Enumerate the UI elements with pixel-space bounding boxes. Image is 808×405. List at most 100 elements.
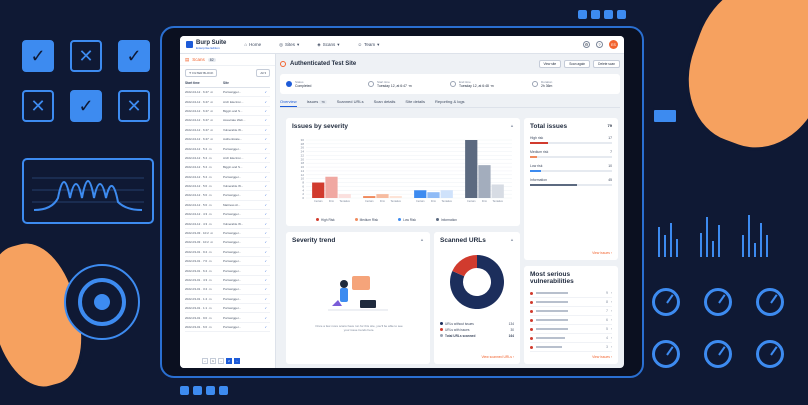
vulnerability-name-redacted	[536, 310, 569, 312]
vulns-title-line1: Most serious	[530, 271, 571, 278]
table-row[interactable]: 2022-03-01 · 6:4 ·m Portswigger... ✓	[185, 266, 270, 276]
table-row[interactable]: 2022-03-01 · 4:3 ·m Portswigger... ✓	[185, 276, 270, 286]
table-row[interactable]: 2022-04-12 · 6:47 ·m Authenticate... ✓	[185, 135, 270, 145]
filter-button[interactable]: ⏷ FILTER BLOCK	[185, 69, 218, 77]
bar	[427, 192, 440, 198]
legend-medium: Medium Risk	[359, 218, 379, 222]
nav-home[interactable]: ⌂ Home	[244, 42, 261, 47]
table-row[interactable]: 2022-03-03 · 10:2 ·m Portswigger... ✓	[185, 238, 270, 248]
view-site-button[interactable]: View site	[538, 60, 562, 68]
table-row[interactable]: 2022-03-01 · 9:0 ·m Portswigger... ✓	[185, 313, 270, 323]
vulnerability-row[interactable]: 5 ›	[530, 325, 612, 334]
tab-scanned-urls[interactable]: Scanned URLs	[336, 99, 364, 104]
table-row[interactable]: 2022-03-01 · 1:4 ·m Portswigger... ✓	[185, 295, 270, 304]
settings-icon[interactable]: ⚙	[583, 41, 590, 48]
clock-icon	[368, 81, 374, 87]
vulnerability-row[interactable]: 7 ›	[530, 307, 612, 316]
metric-label: Low risk	[530, 164, 543, 168]
nav-scans[interactable]: ◈ Scans ▾	[317, 42, 339, 48]
table-row[interactable]: 2022-04-12 · 5:0 ·m Mattress Al... ✓	[185, 201, 270, 211]
collapse-icon[interactable]: ▲	[420, 237, 424, 242]
empty-state-illustration	[328, 276, 388, 311]
bar	[338, 194, 351, 198]
vulnerability-row[interactable]: 9 ›	[530, 289, 612, 298]
x-tick-label: Tentative	[391, 199, 402, 203]
checkbox-checked-icon: ✓	[70, 90, 102, 122]
app-logo[interactable]: Burp Suite Enterprise Edition	[186, 40, 226, 50]
page-2-button[interactable]: 2	[226, 358, 232, 364]
check-icon: ✓	[264, 108, 267, 113]
filter-select[interactable]: All ▾	[256, 69, 270, 77]
collapse-icon[interactable]: ▲	[510, 237, 514, 242]
page-1-button[interactable]: 1	[210, 358, 216, 364]
table-row[interactable]: 2022-04-12 · 5:0 ·m Portswigger... ✓	[185, 191, 270, 201]
nav-team[interactable]: ☺ Team ▾	[358, 42, 380, 48]
site-cell: Portswigger...	[223, 212, 242, 217]
metric-line: Information 45	[530, 178, 612, 182]
scan-again-button[interactable]: Scan again	[564, 60, 591, 68]
metric-value: 17	[608, 136, 612, 140]
delete-scan-button[interactable]: Delete scan	[593, 60, 620, 68]
vulnerability-row[interactable]: 8 ›	[530, 298, 612, 307]
tab-scan-details[interactable]: Scan details	[373, 99, 396, 104]
table-row[interactable]: 2022-04-12 · 6:47 ·m Arch Electron... ✓	[185, 97, 270, 107]
col-start-time[interactable]: Start time	[185, 81, 200, 85]
table-row[interactable]: 2022-04-12 · 5:0 ·m Vulnerable W... ✓	[185, 182, 270, 192]
vulnerability-row[interactable]: 4 ›	[530, 334, 612, 343]
table-row[interactable]: 2022-04-12 · 5:4 ·m Biggin and S... ✓	[185, 163, 270, 173]
x-tick-label: Certain	[467, 199, 476, 203]
tab-reporting-logs[interactable]: Reporting & logs	[434, 99, 465, 104]
site-cell: Vulnerable W...	[223, 127, 244, 132]
nav-sites[interactable]: ◎ Sites ▾	[279, 42, 299, 48]
check-icon: ✓	[264, 259, 267, 264]
page-next-button[interactable]: ›	[234, 358, 240, 364]
page-prev-button[interactable]: ‹	[202, 358, 208, 364]
checkbox-grid: ✓ ✕ ✓ ✕ ✓ ✕	[22, 40, 150, 122]
start-time-cell: 2022-03-01 · 3:4 ·m	[185, 287, 212, 292]
table-row[interactable]: 2022-03-01 · 6:0 ·m Portswigger... ✓	[185, 323, 270, 333]
table-row[interactable]: 2022-04-12 · 5:4 ·m Portswigger... ✓	[185, 173, 270, 182]
table-row[interactable]: 2022-03-01 · 1:1 ·m Portswigger... ✓	[185, 304, 270, 314]
site-cell: Portswigger...	[223, 231, 242, 236]
avatar[interactable]: ES	[609, 40, 618, 49]
chevron-right-icon: ›	[610, 309, 612, 313]
top-navigation: Burp Suite Enterprise Edition ⌂ Home ◎ Site…	[180, 36, 624, 54]
table-row[interactable]: 2022-04-12 · 6:47 ·m Associate Web... ✓	[185, 116, 270, 126]
table-row[interactable]: 2022-04-12 · 6:47 ·m Biggin and S... ✓	[185, 107, 270, 117]
table-row[interactable]: 2022-04-12 · 6:47 ·m Portswigger... ✓	[185, 88, 270, 98]
tab-issues[interactable]: Issues 79	[307, 99, 327, 107]
vulnerability-name-redacted	[536, 319, 569, 321]
vulnerability-row[interactable]: 3 ›	[530, 343, 612, 352]
logo-text: Burp Suite	[196, 39, 227, 46]
view-issues-link[interactable]: View issues ›	[592, 355, 612, 359]
chart-legend: High Risk Medium Risk Low Risk Informati…	[316, 218, 457, 222]
metric-line: Low risk 10	[530, 164, 612, 168]
vulnerability-row[interactable]: 6 ›	[530, 316, 612, 325]
x-tick-label: Certain	[365, 199, 374, 203]
table-row[interactable]: 2022-04-12 · 5:4 ·m Portswigger... ✓	[185, 144, 270, 154]
help-icon[interactable]: ?	[596, 41, 603, 48]
view-scanned-urls-link[interactable]: View scanned URLs ›	[481, 355, 514, 359]
table-row[interactable]: 2022-03-03 · 10:2 ·m Portswigger... ✓	[185, 229, 270, 239]
y-tick-label: 20	[301, 157, 305, 161]
table-row[interactable]: 2022-03-01 · 9:4 ·m Portswigger... ✓	[185, 248, 270, 258]
severity-high-icon	[530, 309, 533, 313]
severity-trend-title: Severity trend	[292, 237, 336, 244]
site-cell: Portswigger...	[223, 90, 242, 95]
tab-site-details[interactable]: Site details	[405, 99, 425, 104]
table-row[interactable]: 2022-04-12 · 4:3 ·m Vulnerable W... ✓	[185, 219, 270, 229]
legend-item: High Risk	[316, 218, 335, 222]
table-row[interactable]: 2022-04-12 · 6:47 ·m Vulnerable W... ✓	[185, 126, 270, 135]
severity-high-icon	[530, 291, 533, 295]
most-serious-vulnerabilities-card: Most serious vulnerabilities 9 › 8 › 7 › 6 › 5 › 4…	[524, 266, 618, 364]
legend-item: Information	[436, 218, 457, 222]
table-row[interactable]: 2022-03-01 · 7:0 ·m Portswigger... ✓	[185, 257, 270, 267]
chevron-down-icon: ▾	[297, 41, 300, 47]
collapse-icon[interactable]: ▲	[510, 123, 514, 128]
tab-overview[interactable]: Overview	[280, 99, 297, 107]
col-site[interactable]: Site	[223, 81, 229, 85]
table-row[interactable]: 2022-03-01 · 3:4 ·m Portswigger... ✓	[185, 285, 270, 295]
table-row[interactable]: 2022-04-12 · 5:4 ·m Arch Electron... ✓	[185, 154, 270, 164]
view-issues-link[interactable]: View issues ›	[592, 251, 612, 255]
table-row[interactable]: 2022-04-12 · 4:3 ·m Portswigger... ✓	[185, 210, 270, 220]
